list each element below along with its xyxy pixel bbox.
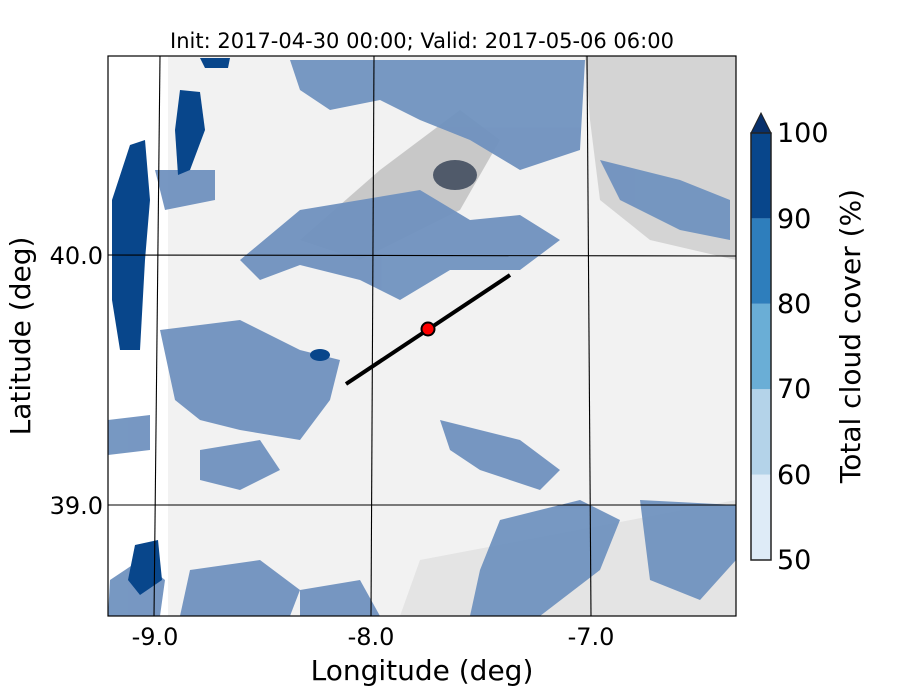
x-tick-label: -7.0 (568, 623, 615, 651)
cloud-90-100 (112, 58, 330, 595)
colorbar-segment (751, 303, 771, 390)
map-area (108, 56, 736, 616)
colorbar (750, 111, 772, 561)
colorbar-segment (751, 389, 771, 475)
y-axis-label: Latitude (deg) (4, 237, 37, 436)
x-axis-label: Longitude (deg) (311, 654, 534, 687)
colorbar-segment (751, 218, 771, 304)
colorbar-segment (751, 474, 771, 560)
graticule (108, 56, 736, 616)
terrain-peak (433, 160, 477, 190)
colorbar-tick-label: 60 (777, 460, 811, 491)
parallel-40 (108, 254, 736, 257)
colorbar-segment (751, 133, 771, 219)
meridian-minus-8 (370, 56, 375, 616)
location-marker (420, 321, 436, 337)
y-tick-label: 39.0 (50, 492, 103, 520)
colorbar-tick-label: 70 (777, 374, 811, 405)
x-tick-label: -8.0 (348, 623, 395, 651)
meridian-minus-9 (153, 56, 161, 616)
chart-title: Init: 2017-04-30 00:00; Valid: 2017-05-0… (170, 29, 674, 53)
colorbar-tick-label: 50 (777, 545, 811, 576)
colorbar-label: Total cloud cover (%) (834, 189, 867, 484)
x-tick-label: -9.0 (132, 623, 179, 651)
cloud-70-80 (108, 60, 736, 616)
colorbar-frame (750, 132, 772, 561)
colorbar-tick-label: 90 (777, 204, 811, 235)
colorbar-tick-label: 80 (777, 289, 811, 320)
meridian-minus-7 (586, 56, 592, 616)
colorbar-tick-label: 100 (777, 118, 829, 149)
y-tick-label: 40.0 (50, 242, 103, 270)
colorbar-extend-arrow (750, 111, 772, 134)
map-frame (107, 55, 737, 617)
